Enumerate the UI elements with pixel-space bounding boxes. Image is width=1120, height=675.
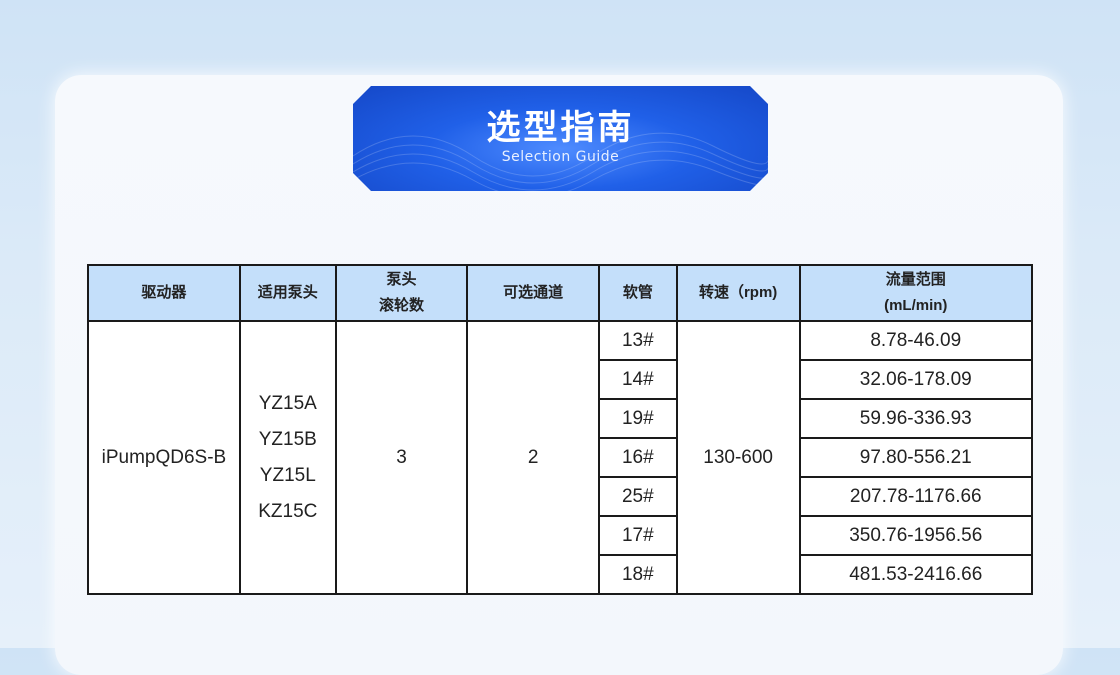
tube-cell: 17#: [597, 515, 678, 556]
tube-cell: 14#: [597, 359, 678, 400]
selection-table: 驱动器 适用泵头 泵头滚轮数 可选通道 软管 转速（rpm) 流量范围 (mL/m…: [87, 264, 1034, 595]
tube-cell: 25#: [597, 476, 678, 517]
header-rollers: 泵头 滚轮数: [334, 264, 469, 322]
flow-cell: 481.53-2416.66: [798, 554, 1034, 595]
table-header-row: 驱动器 适用泵头 泵头滚轮数 可选通道 软管 转速（rpm) 流量范围 (mL/m…: [87, 264, 1034, 322]
flow-cell: 59.96-336.93: [798, 398, 1034, 439]
banner-subtitle: Selection Guide: [501, 148, 620, 165]
flow-cell: 207.78-1176.66: [798, 476, 1034, 517]
header-driver: 驱动器: [87, 264, 241, 322]
header-flow-line1: 流量范围: [885, 271, 946, 288]
table-row: 19# 59.96-336.93: [88, 398, 1034, 439]
header-flow-line2: (mL/min): [884, 297, 948, 314]
table-row: 14# 32.06-178.09: [88, 359, 1034, 400]
tube-cell: 19#: [597, 398, 678, 439]
header-rollers-line1: 泵头: [386, 271, 417, 288]
speed-cell: 130-600: [675, 320, 801, 595]
header-speed: 转速（rpm): [675, 264, 801, 322]
header-rollers-line2: 滚轮数: [379, 297, 425, 314]
header-tube: 软管: [597, 264, 678, 322]
table-row: 25# 207.78-1176.66: [88, 476, 1034, 517]
table-row: 18# 481.53-2416.66: [88, 554, 1034, 595]
selection-guide-banner: 选型指南 Selection Guide: [353, 86, 768, 191]
pump-heads-cell: YZ15A YZ15B YZ15L KZ15C: [238, 320, 337, 595]
pump-head: YZ15A: [258, 392, 317, 414]
rollers-cell: 3: [334, 320, 469, 595]
banner-title: 选型指南: [486, 107, 635, 148]
channels-cell: 2: [466, 320, 600, 595]
flow-cell: 97.80-556.21: [798, 437, 1034, 478]
header-pump-head: 适用泵头: [238, 264, 337, 322]
pump-head: YZ15L: [259, 464, 316, 486]
header-channels: 可选通道: [466, 264, 600, 322]
table-row: iPumpQD6S-B YZ15A YZ15B YZ15L KZ15C 3 2 …: [87, 320, 1034, 595]
flow-cell: 350.76-1956.56: [798, 515, 1034, 556]
pump-head: YZ15B: [258, 428, 317, 450]
driver-cell: iPumpQD6S-B: [87, 320, 241, 595]
table-row: 16# 97.80-556.21: [88, 437, 1034, 478]
flow-cell: 8.78-46.09: [798, 320, 1034, 361]
wave-decoration-icon: [353, 86, 768, 191]
tube-cell: 16#: [597, 437, 678, 478]
tube-cell: 13#: [597, 320, 678, 361]
pump-head: KZ15C: [258, 500, 318, 522]
table-row: 17# 350.76-1956.56: [88, 515, 1034, 556]
header-flow: 流量范围 (mL/min): [798, 264, 1034, 322]
tube-cell: 18#: [597, 554, 678, 595]
flow-cell: 32.06-178.09: [798, 359, 1034, 400]
